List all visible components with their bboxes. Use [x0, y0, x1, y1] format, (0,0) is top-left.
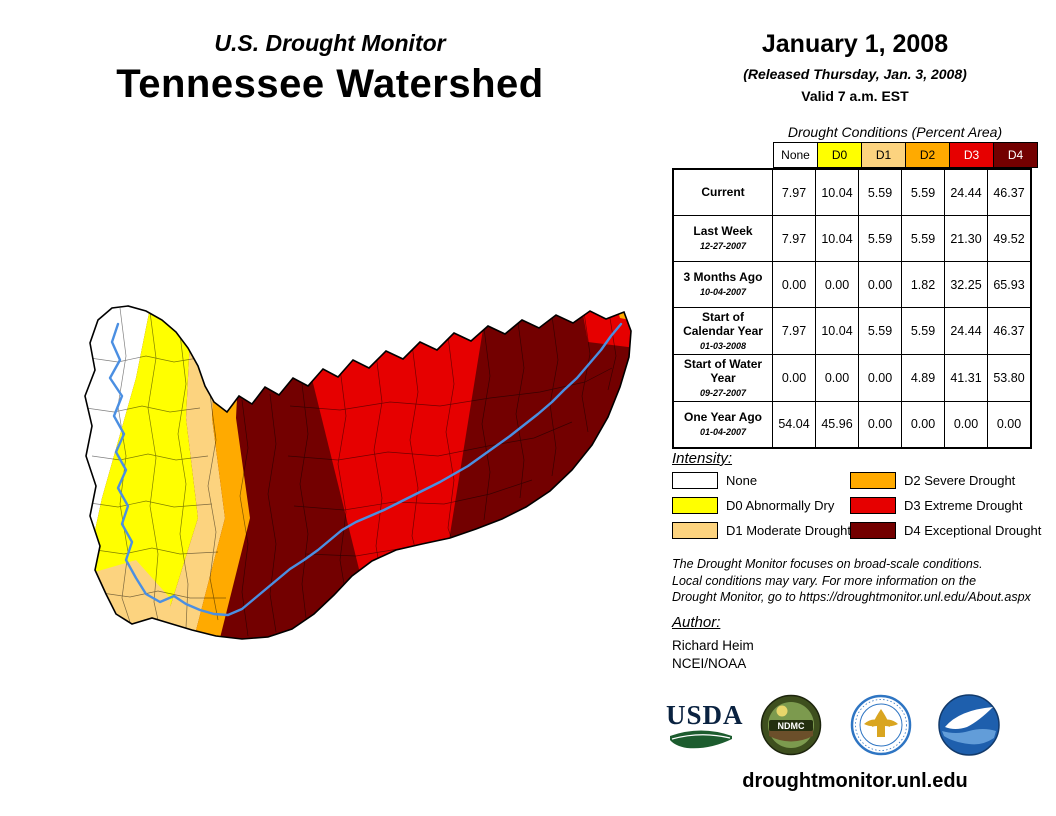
commerce-seal-logo [850, 694, 912, 756]
map-date: January 1, 2008 [761, 30, 949, 58]
legend-item-d2: D2 Severe Drought [850, 472, 1050, 489]
legend-swatch-d0 [672, 497, 718, 514]
disclaimer-text: The Drought Monitor focuses on broad-sca… [672, 557, 1031, 604]
table-cell: 0.00 [987, 401, 1030, 447]
ndmc-logo: NDMC [760, 694, 822, 756]
usda-logo: USDA [666, 700, 744, 756]
table-cell: 10.04 [815, 216, 858, 261]
table-cell: 21.30 [944, 216, 987, 261]
author-title: Author: [672, 614, 721, 631]
table-cell: 24.44 [944, 308, 987, 354]
legend-swatch-d2 [850, 472, 896, 489]
table-cell: 7.97 [772, 170, 815, 215]
table-cell: 0.00 [815, 354, 858, 401]
map-region-d2-tip [614, 306, 631, 324]
row-label: Start of Calendar Year 01-03-2008 [683, 310, 763, 351]
monitor-title: U.S. Drought Monitor [214, 30, 446, 56]
table-row: Last Week 12-27-2007 7.97 10.04 5.59 5.59… [674, 215, 1030, 261]
valid-time: Valid 7 a.m. EST [801, 88, 909, 104]
table-cell: 32.25 [944, 262, 987, 307]
table-cell: 7.97 [772, 216, 815, 261]
noaa-logo [938, 694, 1000, 756]
col-header-d4: D4 [993, 142, 1038, 168]
table-row: Start of Calendar Year 01-03-2008 7.97 10… [674, 307, 1030, 354]
legend-item-d3: D3 Extreme Drought [850, 497, 1050, 514]
row-label: 3 Months Ago 10-04-2007 [683, 270, 763, 298]
table-cell: 5.59 [901, 308, 944, 354]
watershed-outline [84, 305, 632, 640]
legend-item-none: None [672, 472, 850, 489]
author-org: NCEI/NOAA [672, 656, 747, 671]
table-cell: 54.04 [772, 401, 815, 447]
table-cell: 65.93 [987, 262, 1030, 307]
table-cell: 4.89 [901, 354, 944, 401]
table-row: 3 Months Ago 10-04-2007 0.00 0.00 0.00 1.… [674, 261, 1030, 307]
table-cell: 49.52 [987, 216, 1030, 261]
table-cell: 24.44 [944, 170, 987, 215]
col-header-none: None [773, 142, 818, 168]
release-date: (Released Thursday, Jan. 3, 2008) [743, 66, 967, 82]
table-header-row: None D0 D1 D2 D3 D4 [672, 142, 1038, 168]
col-header-d2: D2 [905, 142, 950, 168]
table-cell: 0.00 [944, 401, 987, 447]
row-label: Current [701, 184, 745, 199]
legend-swatch-d1 [672, 522, 718, 539]
col-header-d1: D1 [861, 142, 906, 168]
drought-map [84, 305, 632, 640]
tennessee-river [108, 322, 623, 617]
county-lines [85, 307, 617, 637]
table-cell: 0.00 [815, 262, 858, 307]
col-header-d0: D0 [817, 142, 862, 168]
map-region-d0 [85, 306, 198, 639]
legend-item-d1: D1 Moderate Drought [672, 522, 851, 539]
row-label: Start of Water Year 09-27-2007 [683, 356, 763, 398]
author-name: Richard Heim [672, 638, 754, 653]
table-cell: 10.04 [815, 308, 858, 354]
table-cell: 5.59 [901, 170, 944, 215]
table-cell: 53.80 [987, 354, 1030, 401]
table-cell: 0.00 [858, 262, 901, 307]
table-cell: 5.59 [858, 170, 901, 215]
table-cell: 5.59 [858, 216, 901, 261]
table-cell: 0.00 [901, 401, 944, 447]
usda-field-graphic [670, 730, 732, 749]
table-row: One Year Ago 01-04-2007 54.04 45.96 0.00 … [674, 400, 1030, 447]
map-region-d3-tip [580, 306, 631, 350]
row-label: One Year Ago 01-04-2007 [683, 410, 763, 438]
row-label: Last Week 12-27-2007 [693, 224, 753, 252]
table-cell: 0.00 [858, 401, 901, 447]
table-row: Current 7.97 10.04 5.59 5.59 24.44 46.37 [674, 170, 1030, 215]
table-cell: 46.37 [987, 308, 1030, 354]
legend-swatch-d3 [850, 497, 896, 514]
site-url: droughtmonitor.unl.edu [742, 770, 968, 792]
table-cell: 0.00 [772, 262, 815, 307]
legend-title: Intensity: [672, 450, 733, 467]
drought-table: None D0 D1 D2 D3 D4 Current 7.97 10.04 5… [672, 142, 1038, 449]
map-region-none [85, 306, 152, 639]
table-cell: 46.37 [987, 170, 1030, 215]
table-title: Drought Conditions (Percent Area) [787, 124, 1003, 140]
legend-swatch-d4 [850, 522, 896, 539]
col-header-d3: D3 [949, 142, 994, 168]
legend-item-d4: D4 Exceptional Drought [850, 522, 1050, 539]
table-cell: 41.31 [944, 354, 987, 401]
table-row: Start of Water Year 09-27-2007 0.00 0.00 … [674, 353, 1030, 401]
legend-swatch-none [672, 472, 718, 489]
region-title: Tennessee Watershed [116, 62, 544, 106]
usda-wordmark: USDA [666, 700, 744, 730]
table-cell: 7.97 [772, 308, 815, 354]
table-cell: 45.96 [815, 401, 858, 447]
table-cell: 1.82 [901, 262, 944, 307]
table-cell: 0.00 [858, 354, 901, 401]
legend-item-d0: D0 Abnormally Dry [672, 497, 850, 514]
table-cell: 10.04 [815, 170, 858, 215]
intensity-legend: None D0 Abnormally Dry D1 Moderate Droug… [672, 472, 1050, 547]
table-cell: 5.59 [901, 216, 944, 261]
ndmc-wordmark: NDMC [778, 721, 805, 731]
table-cell: 5.59 [858, 308, 901, 354]
table-cell: 0.00 [772, 354, 815, 401]
